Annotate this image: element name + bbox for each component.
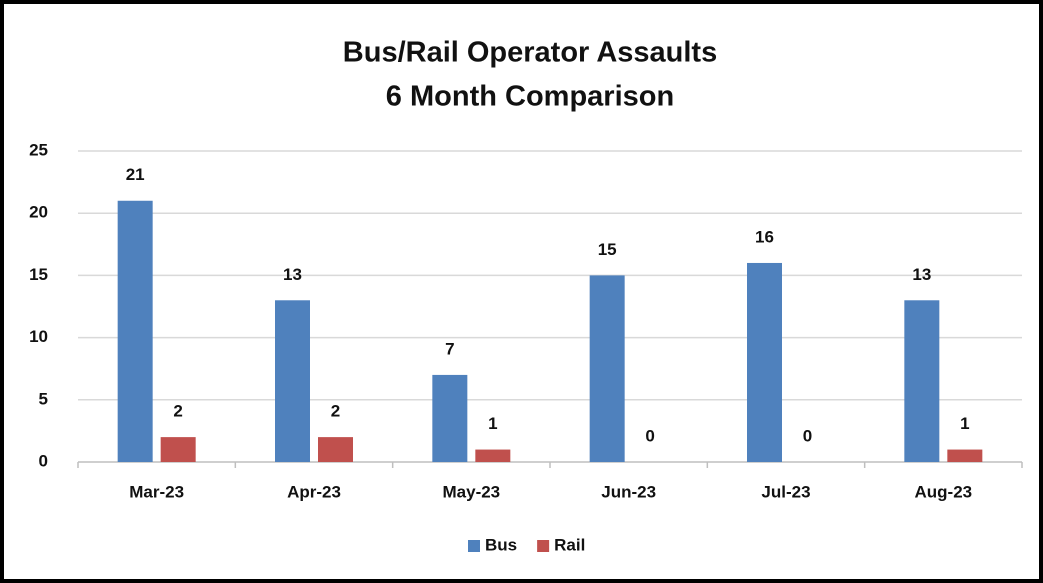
bar xyxy=(318,437,353,462)
data-label: 1 xyxy=(960,414,969,433)
legend-label: Rail xyxy=(554,535,585,554)
data-label: 2 xyxy=(331,402,340,421)
bar xyxy=(589,275,625,462)
x-tick-label: Aug-23 xyxy=(915,482,973,501)
chart-subtitle: 6 Month Comparison xyxy=(386,81,674,113)
bar xyxy=(275,300,310,462)
data-label: 16 xyxy=(755,227,774,246)
data-label: 21 xyxy=(126,165,145,184)
chart-title: Bus/Rail Operator Assaults xyxy=(343,37,717,69)
y-tick-label: 5 xyxy=(39,389,48,408)
legend-swatch xyxy=(537,540,550,552)
data-label: 0 xyxy=(645,426,654,445)
x-tick-label: Jun-23 xyxy=(601,482,656,501)
legend-swatch xyxy=(468,540,480,552)
data-label: 13 xyxy=(283,265,302,284)
y-tick-label: 15 xyxy=(29,265,48,284)
bar xyxy=(475,449,511,462)
y-tick-label: 10 xyxy=(29,327,48,346)
data-label: 2 xyxy=(173,402,182,421)
bar xyxy=(747,262,782,462)
y-tick-label: 25 xyxy=(29,140,48,159)
x-tick-label: Jul-23 xyxy=(761,482,810,501)
data-label: 7 xyxy=(445,339,454,358)
y-tick-label: 0 xyxy=(39,451,48,470)
data-label: 13 xyxy=(912,265,931,284)
bar xyxy=(160,437,196,462)
legend-label: Bus xyxy=(485,535,517,554)
bar xyxy=(432,374,468,462)
x-tick-label: Mar-23 xyxy=(129,482,184,501)
data-label: 0 xyxy=(803,426,812,445)
bar xyxy=(947,449,983,462)
bar xyxy=(117,200,153,462)
x-tick-label: Apr-23 xyxy=(287,482,341,501)
y-tick-label: 20 xyxy=(29,203,48,222)
data-label: 15 xyxy=(598,240,617,259)
x-tick-label: May-23 xyxy=(443,482,501,501)
data-label: 1 xyxy=(488,414,497,433)
bar xyxy=(904,300,940,462)
